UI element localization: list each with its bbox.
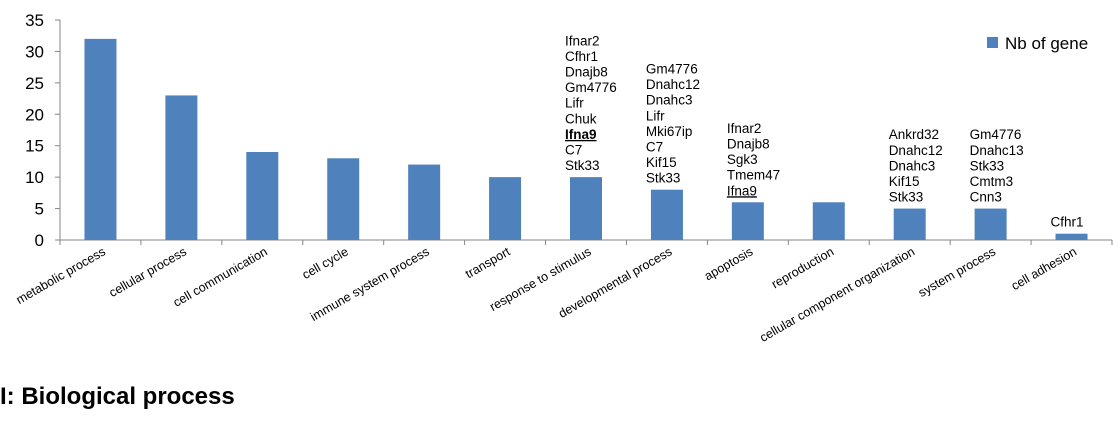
y-tick-label: 15: [25, 137, 44, 156]
annotation-cell-adhesion: Cfhr1: [1051, 215, 1084, 230]
gene-label: Cfhr1: [565, 49, 598, 64]
bar-cellular-process: [165, 95, 198, 240]
bar-reproduction: [812, 202, 845, 240]
x-tick-label-cellular-component-organization: cellular component organization: [757, 244, 917, 344]
x-tick-label-transport: transport: [463, 244, 513, 281]
bars: [84, 38, 1088, 240]
y-tick-label: 25: [25, 74, 44, 93]
gene-label: Mki67ip: [646, 124, 693, 139]
bar-cell-cycle: [327, 158, 360, 240]
y-tick-label: 35: [25, 11, 44, 30]
gene-label: Dnahc12: [889, 143, 943, 158]
gene-label: Gm4776: [646, 62, 698, 77]
gene-label: Cmtm3: [970, 174, 1014, 189]
gene-label: Chuk: [565, 111, 597, 126]
y-tick-label: 10: [25, 168, 44, 187]
x-tick-label-apoptosis: apoptosis: [702, 244, 755, 283]
gene-label: Ifnar2: [727, 121, 762, 136]
gene-label: Stk33: [565, 158, 600, 173]
gene-label: C7: [565, 143, 582, 158]
y-tick-label: 5: [35, 200, 44, 219]
gene-label: Lifr: [565, 96, 584, 111]
gene-label: Dnajb8: [565, 65, 608, 80]
gene-annotations: Ifnar2Cfhr1Dnajb8Gm4776LifrChukIfna9C7St…: [565, 33, 1084, 229]
annotation-developmental-process: Gm4776Dnahc12Dnahc3LifrMki67ipC7Kif15Stk…: [646, 62, 700, 186]
gene-label: Gm4776: [970, 127, 1022, 142]
gene-label: Cfhr1: [1051, 215, 1084, 230]
gene-label: Kif15: [889, 174, 920, 189]
gene-label: Cnn3: [970, 190, 1002, 205]
gene-label: Stk33: [889, 190, 924, 205]
gene-label: Sgk3: [727, 152, 758, 167]
gene-label: Ifnar2: [565, 33, 600, 48]
legend-swatch: [987, 37, 998, 48]
bar-immune-system-process: [408, 164, 441, 240]
bar-cell-communication: [246, 152, 279, 240]
bar-cellular-component-organization: [893, 208, 926, 240]
y-tick-label: 20: [25, 105, 44, 124]
x-tick-label-cell-cycle: cell cycle: [300, 244, 351, 282]
bar-system-process: [974, 208, 1007, 240]
gene-label: Stk33: [970, 158, 1005, 173]
gene-label: Tmem47: [727, 168, 780, 183]
panel-title: I: Biological process: [0, 383, 235, 410]
gene-label: Lifr: [646, 108, 665, 123]
y-tick-label: 0: [35, 231, 44, 250]
gene-label: Dnahc3: [646, 93, 693, 108]
x-tick-label-metabolic-process: metabolic process: [14, 244, 108, 306]
bar-metabolic-process: [84, 38, 117, 240]
bar-response-to-stimulus: [570, 177, 602, 240]
gene-label: Stk33: [646, 171, 681, 186]
x-tick-label-system-process: system process: [916, 244, 998, 300]
x-tick-label-cell-adhesion: cell adhesion: [1009, 244, 1079, 293]
gene-label: Kif15: [646, 155, 677, 170]
x-tick-label-reproduction: reproduction: [769, 244, 836, 291]
bar-cell-adhesion: [1055, 233, 1088, 240]
bar-transport: [489, 177, 522, 240]
gene-label: Ankrd32: [889, 127, 939, 142]
y-axis: 0 5 10 15 20 25 30 35: [25, 11, 61, 250]
legend: Nb of gene: [987, 34, 1088, 53]
legend-label: Nb of gene: [1005, 34, 1088, 53]
y-tick-label: 30: [25, 42, 44, 61]
bar-apoptosis: [731, 202, 764, 240]
gene-label: Dnahc13: [970, 143, 1024, 158]
gene-label: Dnahc3: [889, 158, 936, 173]
gene-label: Ifna9: [727, 183, 757, 198]
gene-label: Dnahc12: [646, 77, 700, 92]
gene-label: Ifna9: [565, 127, 597, 142]
gene-label: Gm4776: [565, 80, 617, 95]
gene-label: Dnajb8: [727, 136, 770, 151]
gene-label: C7: [646, 140, 663, 155]
x-tick-label-cellular-process: cellular process: [107, 244, 189, 300]
annotation-response-to-stimulus: Ifnar2Cfhr1Dnajb8Gm4776LifrChukIfna9C7St…: [565, 33, 617, 173]
bar-developmental-process: [650, 189, 683, 240]
